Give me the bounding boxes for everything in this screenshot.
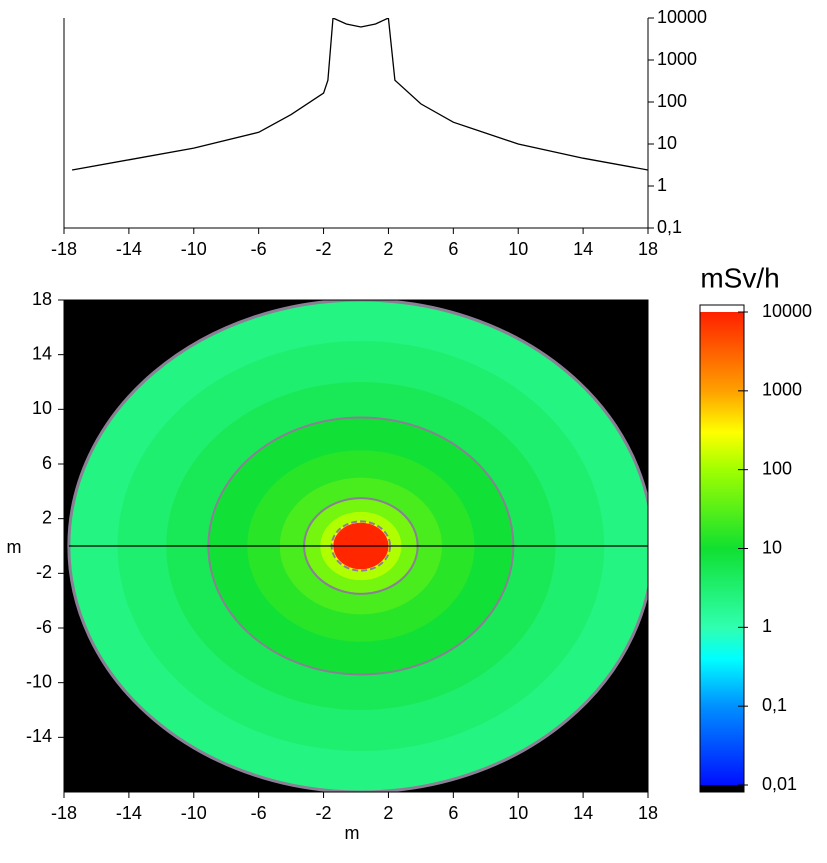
- x-axis-label: m: [345, 823, 360, 843]
- y-tick-label: 10: [32, 398, 52, 418]
- x-tick-label: 18: [638, 239, 658, 259]
- plot-frame: [63, 299, 649, 793]
- x-tick-label: -18: [51, 239, 77, 259]
- y-tick-label: 1000: [657, 49, 697, 69]
- colorbar-under: [700, 785, 744, 792]
- colorbar-title: mSv/h: [700, 262, 779, 293]
- x-tick-label: 14: [573, 803, 593, 823]
- x-tick-label: 14: [573, 239, 593, 259]
- y-tick-label: -14: [26, 726, 52, 746]
- x-tick-label: 10: [508, 803, 528, 823]
- x-tick-label: -6: [251, 803, 267, 823]
- y-tick-label: -6: [36, 617, 52, 637]
- colorbar-tick-label: 0,1: [762, 695, 787, 715]
- x-tick-label: -14: [116, 803, 142, 823]
- y-tick-label: -10: [26, 671, 52, 691]
- x-tick-label: -18: [51, 803, 77, 823]
- x-tick-label: -10: [181, 239, 207, 259]
- axis-frame: [63, 18, 649, 229]
- y-tick-label: 10000: [657, 7, 707, 27]
- x-tick-label: -6: [251, 239, 267, 259]
- data-line: [71, 18, 648, 171]
- colorbar-tick-label: 1000: [762, 380, 802, 400]
- colorbar-tick-label: 100: [762, 458, 792, 478]
- y-tick-label: 1: [657, 175, 667, 195]
- x-tick-label: -14: [116, 239, 142, 259]
- x-tick-label: -10: [181, 803, 207, 823]
- y-tick-label: 2: [42, 507, 52, 527]
- colorbar-gradient: [700, 312, 744, 785]
- x-tick-label: 10: [508, 239, 528, 259]
- x-tick-label: -2: [316, 803, 332, 823]
- x-tick-label: 18: [638, 803, 658, 823]
- y-tick-label: 100: [657, 91, 687, 111]
- x-tick-label: 6: [448, 803, 458, 823]
- x-tick-label: 2: [383, 239, 393, 259]
- y-tick-label: -2: [36, 562, 52, 582]
- y-tick-label: 14: [32, 343, 52, 363]
- colorbar-over: [700, 305, 744, 312]
- colorbar-tick-label: 10000: [762, 301, 812, 321]
- heatmap-field: [67, 300, 648, 792]
- y-tick-label: 6: [42, 453, 52, 473]
- x-tick-label: 6: [448, 239, 458, 259]
- y-axis-label: m: [7, 537, 22, 557]
- colorbar-tick-label: 1: [762, 616, 772, 636]
- y-tick-label: 10: [657, 133, 677, 153]
- y-tick-label: 18: [32, 289, 52, 309]
- colorbar-tick-label: 10: [762, 537, 782, 557]
- y-tick-label: 0,1: [657, 217, 682, 237]
- x-tick-label: 2: [383, 803, 393, 823]
- x-tick-label: -2: [316, 239, 332, 259]
- colorbar-tick-label: 0,01: [762, 774, 797, 794]
